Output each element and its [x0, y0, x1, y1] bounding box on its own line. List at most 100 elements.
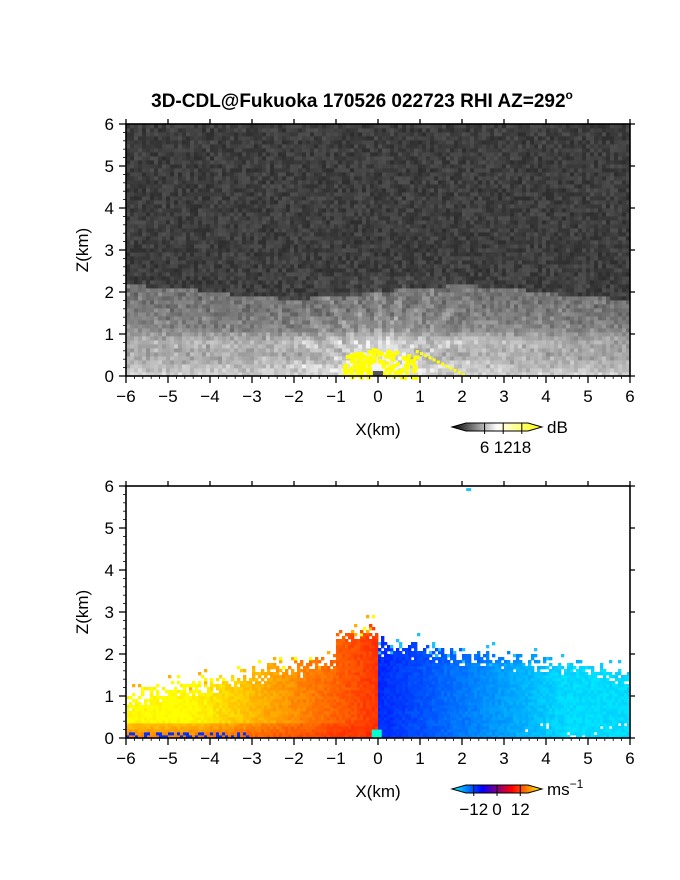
- velocity-axes: −6 −5 −4 −3 −2 −1 0 1 2 3 4 5 6 0 1 2 3 4 5 6: [105, 477, 635, 768]
- saturated-pixel: [441, 362, 444, 366]
- saturated-pixel: [403, 357, 408, 362]
- saturated-pixel: [366, 372, 371, 377]
- x-tick-label: −5: [158, 387, 177, 406]
- saturated-pixel: [382, 371, 387, 376]
- saturated-pixel: [372, 359, 377, 364]
- saturated-pixel: [406, 357, 411, 362]
- saturated-pixel: [358, 367, 363, 372]
- saturated-pixel: [386, 350, 390, 355]
- x-tick-label: 0: [373, 749, 382, 768]
- saturated-pixel: [367, 364, 372, 369]
- saturated-pixel: [367, 360, 372, 365]
- reflectivity-image: [126, 124, 631, 380]
- y-tick-label: 0: [105, 367, 114, 386]
- saturated-pixel: [345, 368, 350, 373]
- reflectivity-axes: −6 −5 −4 −3 −2 −1 0 1 2 3 4 5 6 0 1 2 3 4 5 6: [105, 115, 635, 406]
- saturated-pixel: [401, 356, 406, 360]
- saturated-pixel: [373, 348, 378, 353]
- x-tick-label: −6: [116, 387, 135, 406]
- x-tick-label: 3: [499, 387, 508, 406]
- saturated-pixel: [377, 359, 382, 364]
- y-tick-label: 2: [105, 283, 114, 302]
- saturated-pixel: [344, 371, 349, 376]
- colorbar-unit: ms−1: [547, 777, 584, 799]
- saturated-pixel: [453, 368, 457, 372]
- saturated-pixel: [359, 360, 364, 365]
- saturated-pixel: [404, 364, 408, 369]
- saturated-pixel: [413, 355, 418, 360]
- saturated-pixel: [393, 372, 398, 377]
- saturated-pixel: [408, 359, 413, 364]
- saturated-pixel: [350, 367, 355, 372]
- saturated-pixel: [387, 366, 392, 371]
- saturated-pixel: [359, 351, 364, 356]
- colorbar-tick-label: 18: [512, 438, 531, 457]
- velocity-colorbar: −12 0 12 ms−1: [450, 777, 584, 819]
- saturated-pixel: [367, 369, 372, 374]
- saturated-pixel: [415, 350, 419, 353]
- velocity-xlabel: X(km): [355, 782, 400, 801]
- saturated-pixel: [424, 354, 428, 358]
- saturated-pixel: [363, 360, 368, 365]
- saturated-pixel: [436, 360, 440, 364]
- y-tick-label: 1: [105, 687, 114, 706]
- saturated-pixel: [391, 353, 396, 358]
- saturated-pixel: [412, 365, 417, 370]
- colorbar-tick-label: 6: [480, 438, 489, 457]
- y-tick-label: 3: [105, 241, 114, 260]
- saturated-pixel: [354, 355, 359, 360]
- x-tick-label: −6: [116, 749, 135, 768]
- y-tick-label: 1: [105, 325, 114, 344]
- saturated-pixel: [367, 367, 372, 371]
- saturated-pixel: [376, 350, 381, 355]
- saturated-pixel: [406, 354, 411, 359]
- saturated-pixel: [411, 375, 416, 380]
- saturated-pixel: [384, 354, 389, 359]
- saturated-pixel: [394, 370, 399, 375]
- x-tick-label: 6: [625, 387, 634, 406]
- y-tick-label: 4: [105, 199, 114, 218]
- saturated-pixel: [372, 357, 377, 361]
- saturated-pixel: [350, 356, 354, 361]
- saturated-pixel: [457, 371, 461, 374]
- x-tick-label: 3: [499, 749, 508, 768]
- y-tick-label: 5: [105, 519, 114, 538]
- saturated-pixel: [380, 351, 384, 356]
- saturated-pixel: [391, 357, 396, 362]
- x-tick-label: 2: [457, 387, 466, 406]
- x-tick-label: 5: [583, 387, 592, 406]
- saturated-pixel: [345, 355, 350, 360]
- saturated-pixel: [384, 367, 389, 372]
- x-tick-label: −3: [242, 749, 261, 768]
- x-tick-label: 1: [415, 749, 424, 768]
- colorbar-tick-label: 12: [494, 438, 513, 457]
- x-tick-label: −1: [326, 749, 345, 768]
- reflectivity-colorbar: 6 12 18 dB: [450, 418, 568, 457]
- saturated-pixel: [368, 371, 373, 376]
- saturated-pixel: [349, 359, 354, 364]
- saturated-pixel: [403, 376, 408, 380]
- saturated-pixel: [387, 355, 392, 360]
- saturated-pixel: [354, 364, 359, 369]
- colorbar-tick-label: 12: [511, 800, 530, 819]
- saturated-pixel: [343, 368, 348, 373]
- saturated-pixel: [396, 362, 400, 367]
- saturated-pixel: [432, 358, 436, 362]
- saturated-pixel: [355, 371, 360, 376]
- saturated-pixel: [368, 357, 373, 361]
- origin-blob: [371, 729, 382, 738]
- saturated-pixel: [420, 352, 423, 356]
- saturated-pixel: [372, 352, 376, 357]
- saturated-pixel: [462, 373, 465, 377]
- y-tick-label: 6: [105, 477, 114, 496]
- x-tick-label: −2: [284, 387, 303, 406]
- x-tick-label: 1: [415, 387, 424, 406]
- x-tick-label: −5: [158, 749, 177, 768]
- x-tick-label: −2: [284, 749, 303, 768]
- x-tick-label: 2: [457, 749, 466, 768]
- reflectivity-xlabel: X(km): [355, 420, 400, 439]
- velocity-image: [126, 488, 631, 739]
